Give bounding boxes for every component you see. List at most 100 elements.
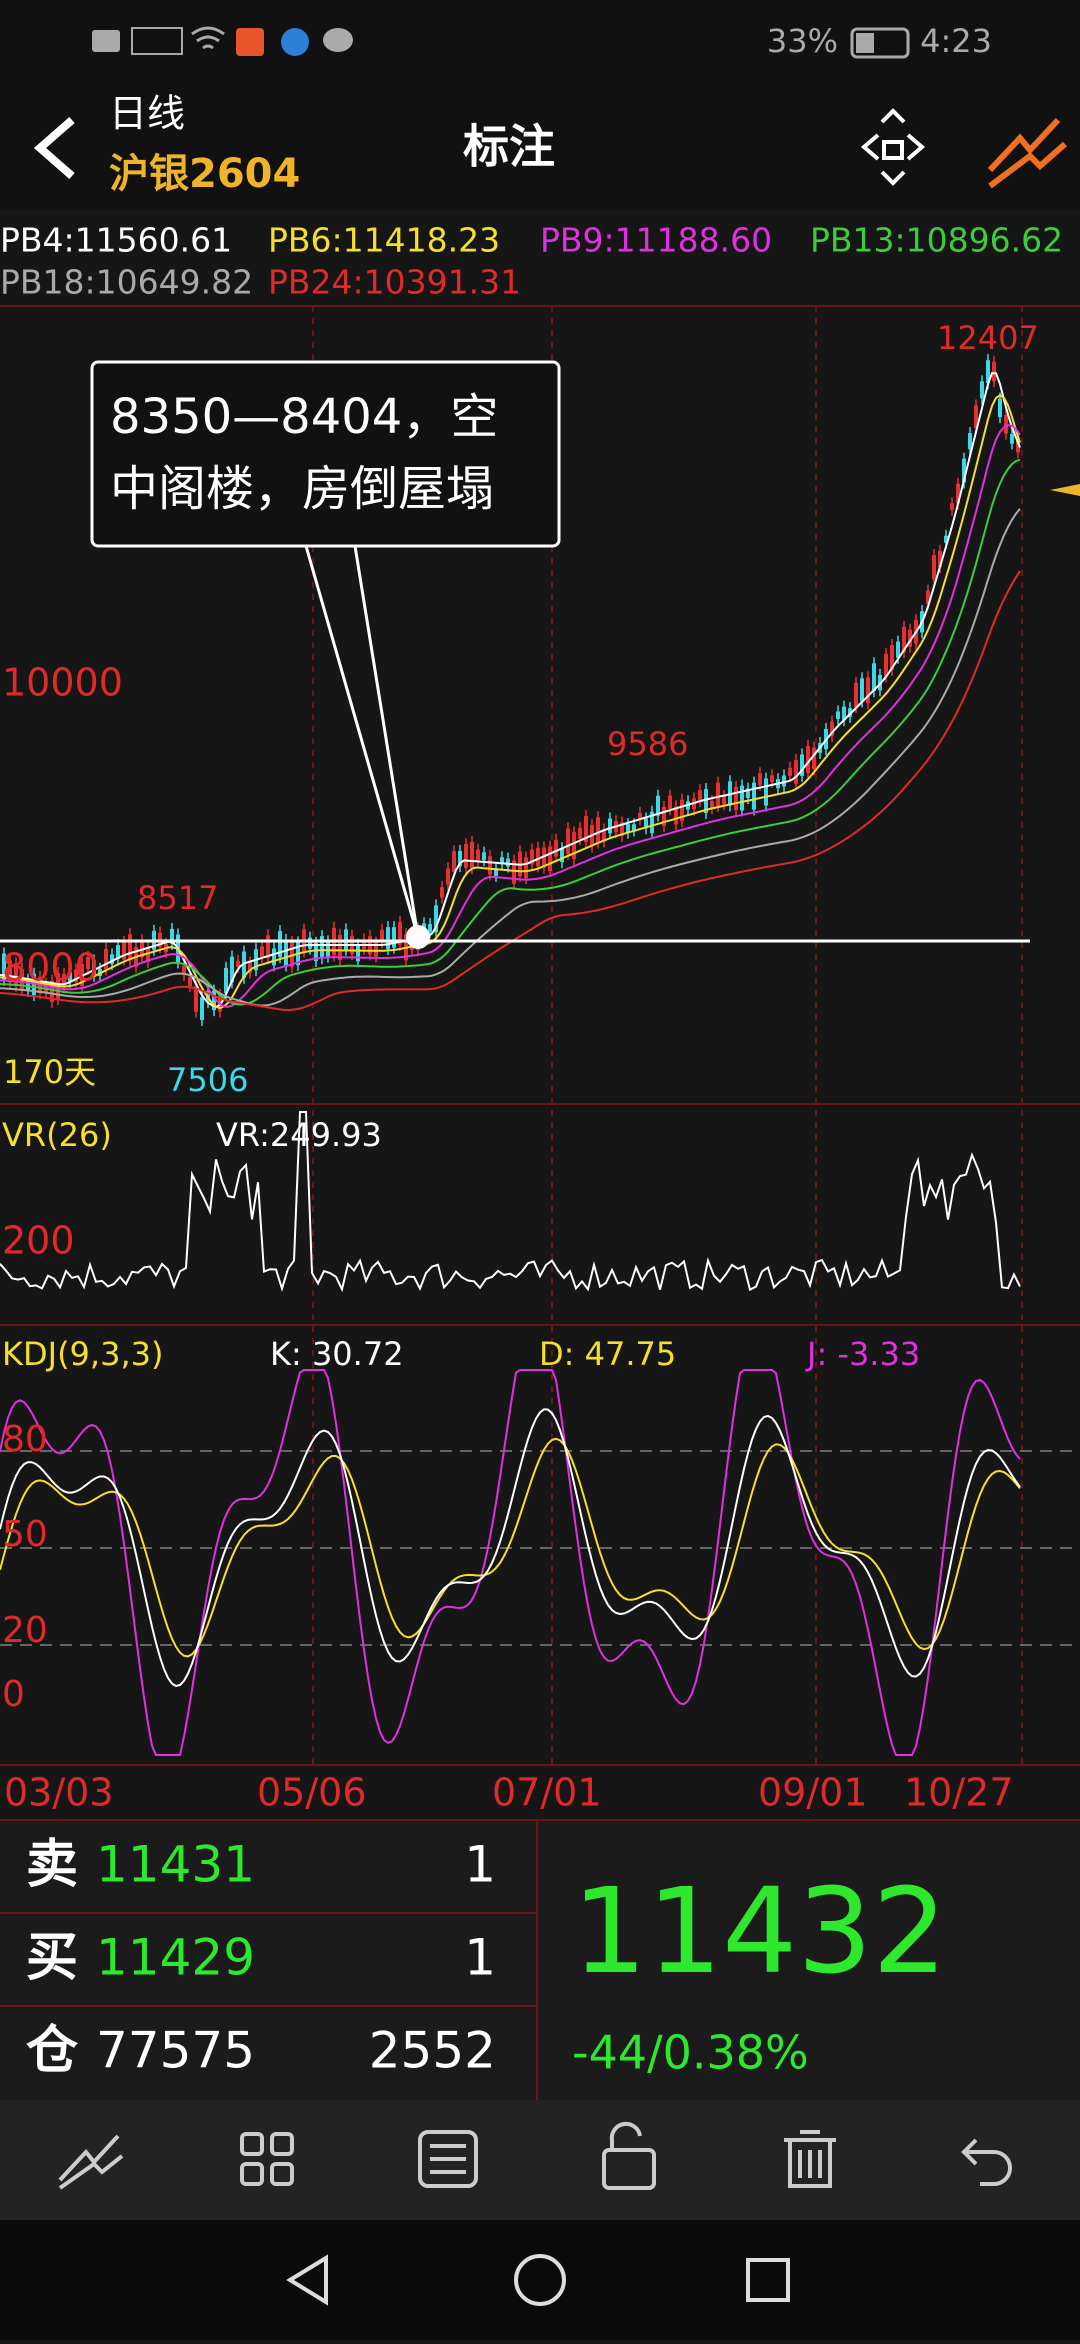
annotation-text: 中阁楼，房倒屋塌: [110, 461, 494, 517]
moving-average: [0, 458, 1021, 1006]
candle: [554, 839, 558, 857]
candle: [872, 663, 876, 692]
candle: [836, 711, 840, 719]
nav-bar: [286, 2254, 790, 2306]
status-icons: [92, 26, 353, 56]
candle: [320, 936, 324, 959]
indicator-value: PB4:11560.61: [0, 221, 232, 260]
candle: [650, 811, 654, 834]
candle: [398, 921, 402, 945]
candle: [542, 847, 546, 868]
candle: [494, 868, 498, 876]
candle: [632, 824, 636, 831]
candle: [986, 360, 990, 384]
tool-settings[interactable]: [418, 2130, 478, 2188]
date-label: 03/03: [4, 1771, 114, 1815]
candle: [536, 847, 540, 867]
tool-layout[interactable]: [240, 2132, 294, 2186]
toolbar-bg: [0, 2100, 1080, 2220]
candle: [680, 799, 684, 822]
candle: [962, 458, 966, 483]
tool-undo[interactable]: [961, 2138, 1012, 2186]
candle: [500, 857, 504, 864]
candle: [230, 956, 234, 983]
vr-value: VR:249.93: [216, 1116, 382, 1154]
candle: [128, 934, 132, 961]
candle: [740, 785, 744, 811]
annotation[interactable]: [90, 360, 561, 949]
candle: [722, 795, 726, 805]
moving-average: [0, 424, 1021, 1008]
candle: [890, 645, 894, 670]
candle: [734, 786, 738, 811]
quote-price: 11431: [96, 1836, 255, 1894]
candle: [854, 682, 858, 708]
signal-icon: [131, 27, 183, 55]
date-label: 09/01: [758, 1771, 868, 1815]
candle: [806, 745, 810, 774]
candle: [272, 948, 276, 966]
candle: [902, 626, 906, 653]
nav-back[interactable]: [286, 2254, 328, 2306]
lock-cursor-button[interactable]: [860, 108, 926, 186]
candle: [794, 760, 798, 784]
candle: [716, 782, 720, 807]
kdj-k: K: 30.72: [270, 1335, 404, 1373]
price-label: 10000: [2, 661, 123, 705]
candle: [68, 972, 72, 982]
tool-delete[interactable]: [784, 2130, 836, 2188]
quote-price: 77575: [96, 2022, 255, 2080]
period: 日线: [109, 92, 185, 136]
candle: [758, 773, 762, 785]
candle: [626, 824, 630, 833]
candle: [782, 775, 786, 787]
grid: [0, 305, 1080, 1821]
tool-draw[interactable]: [58, 2134, 124, 2190]
days-label: 170天: [3, 1053, 96, 1091]
candle: [224, 967, 228, 994]
candle: [122, 941, 126, 960]
candle: [938, 550, 942, 568]
candle: [596, 817, 600, 843]
candle: [896, 641, 900, 658]
page-title: 标注: [463, 120, 555, 174]
candle: [392, 927, 396, 948]
candle: [452, 851, 456, 873]
toolbar: [58, 2121, 1012, 2190]
tool-lock[interactable]: [602, 2121, 656, 2190]
indicator-value: PB13:10896.62: [810, 221, 1063, 260]
candle: [662, 806, 666, 826]
candle: [8, 960, 12, 983]
last-price: 11432: [572, 1862, 947, 2000]
peak-label: 9586: [607, 725, 688, 763]
indicator-value: PB18:10649.82: [0, 263, 253, 302]
candle: [704, 789, 708, 813]
candle: [530, 849, 534, 865]
candle: [146, 947, 150, 962]
candle: [698, 790, 702, 801]
vr-name: VR(26): [2, 1116, 112, 1154]
hd-icon: [92, 30, 120, 52]
msg-icon: [323, 28, 353, 52]
candle: [638, 812, 642, 820]
nav-home[interactable]: [514, 2254, 566, 2306]
high-label: 12407: [937, 319, 1039, 357]
candle: [458, 850, 462, 867]
candle: [800, 754, 804, 776]
candle: [524, 857, 528, 879]
quote-label: 卖: [26, 1835, 78, 1895]
app-icon: [236, 28, 264, 56]
draw-tool-button[interactable]: [987, 117, 1067, 189]
candle: [1010, 434, 1014, 444]
candle: [944, 535, 948, 543]
kdj-level: 50: [2, 1514, 48, 1555]
candle: [356, 944, 360, 962]
candle: [14, 963, 18, 986]
back-button[interactable]: [33, 116, 75, 180]
candle: [374, 942, 378, 957]
candle: [974, 405, 978, 428]
candle: [968, 433, 972, 450]
low-label: 7506: [167, 1061, 248, 1099]
nav-recent[interactable]: [746, 2258, 790, 2302]
